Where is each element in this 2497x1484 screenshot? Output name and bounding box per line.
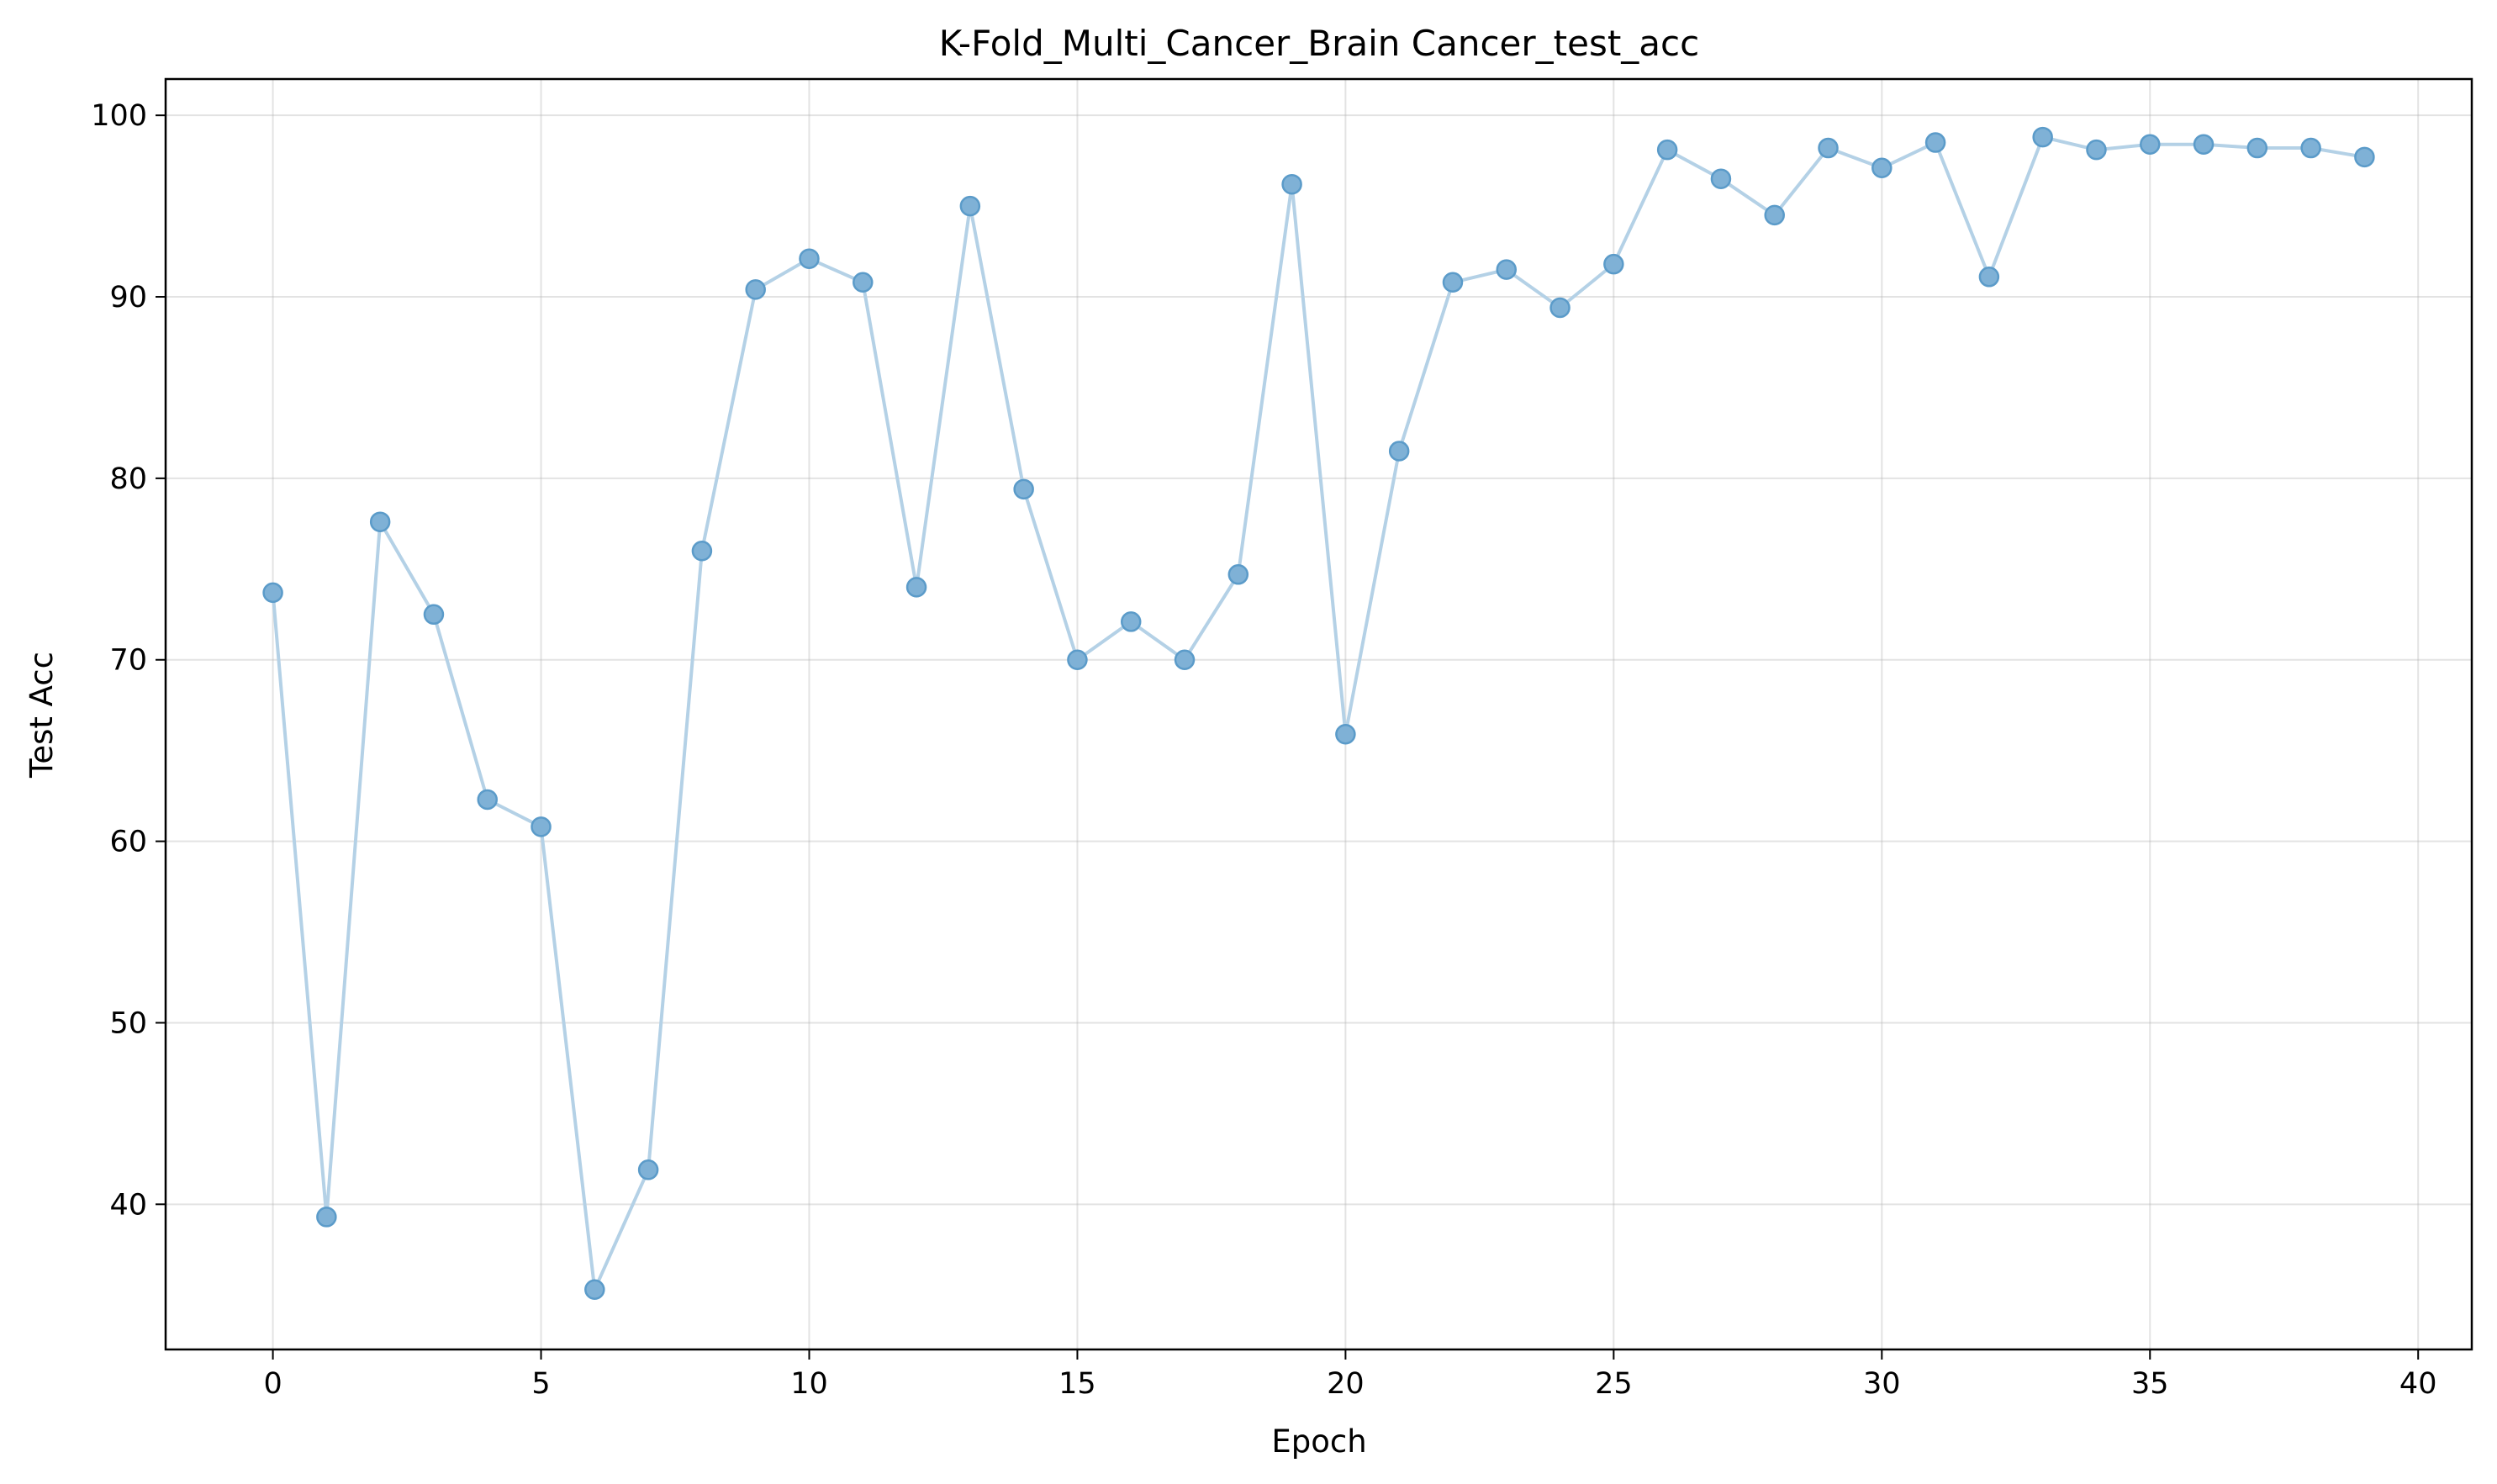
x-tick-label: 35	[2131, 1367, 2169, 1401]
axis-ticks: 0 5 10 15 20 25 30 35 40 40 50 60 70 80 90 100	[91, 99, 2436, 1401]
data-point	[1871, 157, 1893, 179]
data-point	[2354, 146, 2375, 168]
y-tick-label: 40	[109, 1188, 147, 1222]
x-tick-label: 15	[1058, 1367, 1096, 1401]
x-tick-label: 30	[1863, 1367, 1901, 1401]
data-point	[1120, 611, 1142, 632]
data-point	[905, 577, 927, 598]
y-tick-label: 50	[109, 1006, 147, 1040]
x-tick-label: 10	[790, 1367, 828, 1401]
data-point	[637, 1159, 659, 1180]
data-point	[1549, 297, 1571, 319]
data-point	[1174, 649, 1196, 670]
data-point	[2086, 139, 2107, 161]
data-point	[1978, 267, 2000, 288]
chart-title: K-Fold_Multi_Cancer_Brain Cancer_test_ac…	[939, 23, 1699, 64]
data-point	[1227, 564, 1249, 585]
data-point	[531, 816, 552, 837]
data-point	[1388, 441, 1410, 462]
data-point	[1656, 139, 1678, 161]
data-point	[959, 195, 981, 217]
x-tick-label: 40	[2399, 1367, 2437, 1401]
series-line	[271, 135, 2365, 1291]
data-point	[2032, 126, 2053, 148]
data-point	[2300, 137, 2321, 159]
data-point	[1013, 478, 1034, 500]
data-point	[1442, 272, 1464, 293]
x-tick-label: 0	[263, 1367, 282, 1401]
data-point	[369, 511, 391, 532]
y-axis-label: Test Acc	[24, 652, 60, 779]
x-tick-label: 25	[1595, 1367, 1633, 1401]
y-tick-label: 80	[109, 462, 147, 496]
data-point	[1818, 137, 1839, 159]
data-point	[853, 272, 874, 293]
data-point	[316, 1207, 337, 1228]
x-tick-label: 5	[531, 1367, 550, 1401]
data-point	[1764, 204, 1785, 226]
data-point	[1281, 173, 1302, 195]
data-point	[1710, 168, 1732, 189]
x-tick-label: 20	[1327, 1367, 1365, 1401]
data-point	[1496, 259, 1518, 280]
data-point	[2140, 134, 2161, 155]
data-point	[477, 789, 498, 811]
data-point	[1067, 649, 1088, 670]
data-point	[584, 1279, 605, 1301]
data-point	[1924, 132, 1946, 153]
data-point	[799, 248, 820, 269]
data-point	[1603, 253, 1624, 275]
grid-lines	[166, 79, 2472, 1349]
y-tick-label: 70	[109, 644, 147, 678]
y-tick-label: 100	[91, 99, 147, 133]
data-point	[1335, 723, 1356, 745]
data-point	[262, 582, 283, 604]
y-tick-label: 90	[109, 281, 147, 314]
data-points	[262, 126, 2375, 1301]
y-tick-label: 60	[109, 826, 147, 859]
data-point	[2193, 134, 2215, 155]
data-point	[423, 604, 445, 626]
plot-frame	[164, 77, 2473, 1351]
data-point	[745, 279, 766, 300]
data-point	[2246, 137, 2268, 159]
data-point	[691, 540, 713, 562]
x-axis-label: Epoch	[1271, 1423, 1366, 1460]
